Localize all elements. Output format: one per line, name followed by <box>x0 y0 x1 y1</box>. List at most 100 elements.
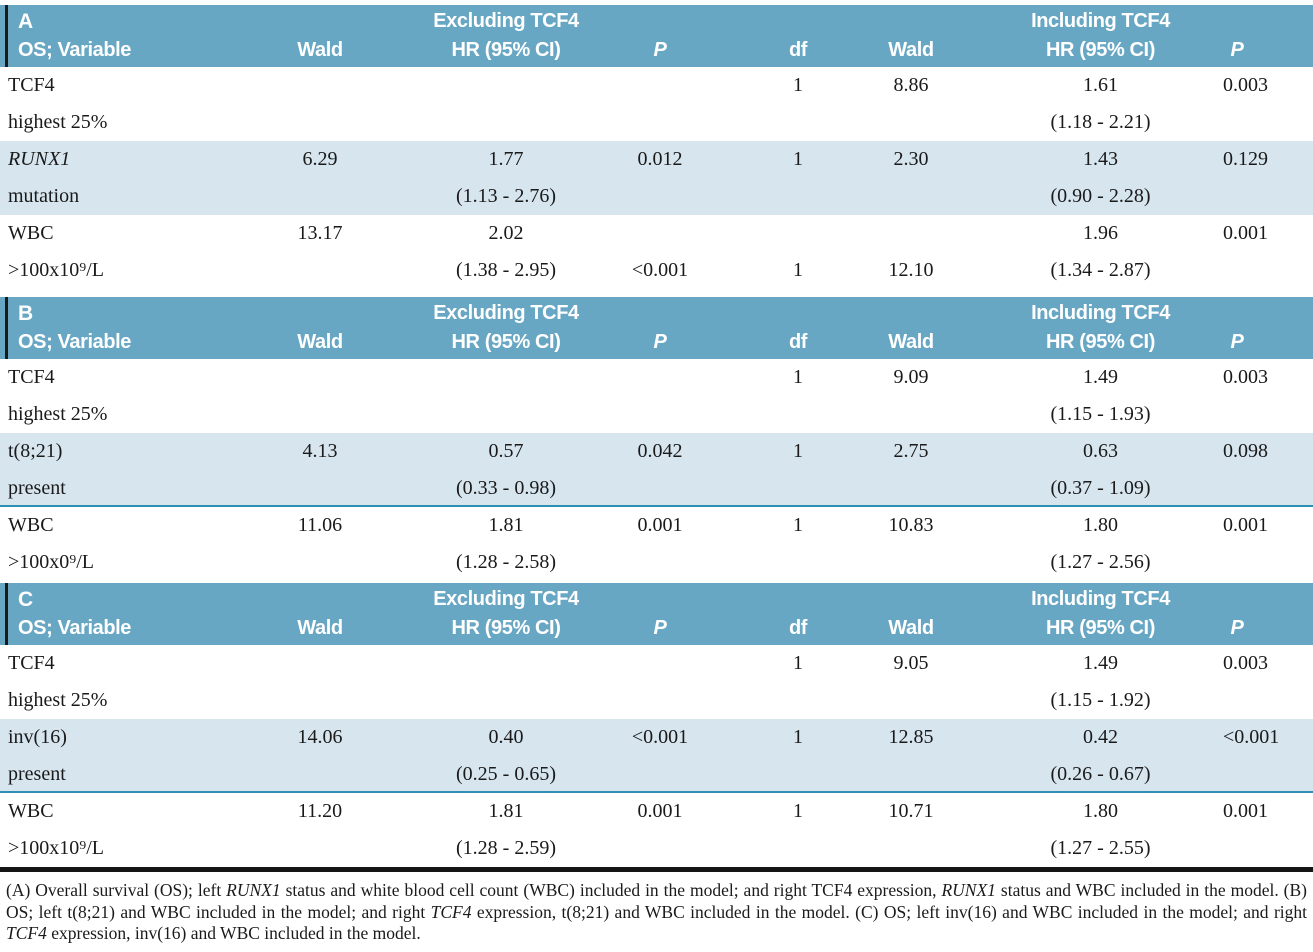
cell-p-including: 0.098 <box>1223 433 1313 507</box>
value-line <box>240 104 400 141</box>
value-line <box>1223 682 1251 719</box>
value-line <box>1223 830 1251 867</box>
column-header-df: df <box>708 7 888 67</box>
cell-hr-including: 1.49 (1.15 - 1.93) <box>978 359 1223 433</box>
value-line <box>708 544 888 581</box>
value-line: 0.001 <box>1223 222 1268 244</box>
panel-label: C <box>18 588 33 611</box>
value-line <box>240 178 400 215</box>
value-line <box>612 544 708 581</box>
cell-wald-excluding: 14.06 <box>240 719 400 793</box>
value-line: (0.37 - 1.09) <box>1050 477 1151 499</box>
cell-df: 1 <box>708 645 888 719</box>
group-header: Excluding TCF4 <box>433 588 579 610</box>
column-header-wald-excluding: Wald <box>240 299 400 359</box>
value-line: 11.20 <box>297 800 343 822</box>
value-line <box>612 359 708 396</box>
table-row: TCF4 highest 25% 1 9.09 1.49 (1.15 - 1.93) 0.0… <box>0 359 1313 433</box>
table-row: TCF4 highest 25% 1 8.86 1.61 (1.18 - 2.21) 0.0… <box>0 67 1313 141</box>
value-line: 9.09 <box>893 366 929 388</box>
value-line: 1.80 <box>1083 514 1118 536</box>
variable-qualifier: present <box>8 477 66 499</box>
value-line <box>888 682 934 719</box>
column-header-label: P <box>1230 617 1244 639</box>
cell-p-including: 0.001 <box>1223 793 1313 867</box>
value-line: 11.06 <box>297 514 343 536</box>
value-line: 6.29 <box>302 148 338 170</box>
value-line <box>708 178 888 215</box>
column-header-variable: A OS; Variable <box>0 7 240 67</box>
value-line <box>612 682 708 719</box>
footnote-segment: expression, t(8;21) and WBC included in … <box>471 901 1307 922</box>
cell-wald-excluding: 6.29 <box>240 141 400 215</box>
value-line: 12.85 <box>888 726 934 748</box>
value-line <box>240 252 400 289</box>
cell-p-excluding: 0.012 <box>612 141 708 215</box>
value-line: 1 <box>793 74 803 96</box>
group-header: Excluding TCF4 <box>433 10 579 32</box>
value-line: 2.30 <box>893 148 929 170</box>
panel-header: A OS; Variable Wald Excluding TCF4 HR (95% C… <box>0 5 1313 67</box>
cell-hr-excluding: 0.57 (0.33 - 0.98) <box>400 433 612 507</box>
value-line <box>240 67 400 104</box>
variable-name: inv(16) <box>8 726 67 748</box>
value-line: 0.63 <box>1083 440 1118 462</box>
column-header-hr-excluding: Excluding TCF4 HR (95% CI) <box>400 299 612 359</box>
footnote-segment: (A) Overall survival (OS); left <box>6 880 227 900</box>
cell-wald-excluding: 4.13 <box>240 433 400 507</box>
cell-wald-excluding <box>240 645 400 719</box>
cell-p-excluding: 0.001 <box>612 793 708 867</box>
value-line: (1.27 - 2.56) <box>1050 551 1151 573</box>
variable-name: TCF4 <box>8 366 55 388</box>
cell-p-including: 0.129 <box>1223 141 1313 215</box>
cell-p-excluding: 0.042 <box>612 433 708 507</box>
group-header <box>708 585 888 614</box>
group-header <box>888 299 934 328</box>
cell-p-including: 0.003 <box>1223 67 1313 141</box>
cell-hr-including: 1.80 (1.27 - 2.56) <box>978 507 1223 581</box>
column-header-hr-excluding: Excluding TCF4 HR (95% CI) <box>400 585 612 645</box>
variable-qualifier: highest 25% <box>8 403 108 425</box>
value-line: (1.15 - 1.93) <box>1050 403 1151 425</box>
cell-variable: TCF4 highest 25% <box>0 67 240 141</box>
cell-variable: TCF4 highest 25% <box>0 645 240 719</box>
value-line: <0.001 <box>631 259 689 281</box>
cell-hr-including: 1.61 (1.18 - 2.21) <box>978 67 1223 141</box>
cell-wald-including: 12.85 <box>888 719 978 793</box>
cell-p-including: <0.001 <box>1223 719 1313 793</box>
variable-qualifier: >100x10⁹/L <box>8 837 105 859</box>
value-line: 2.75 <box>893 440 929 462</box>
cell-wald-excluding <box>240 67 400 141</box>
column-header-wald-excluding: Wald <box>240 7 400 67</box>
cell-wald-excluding: 13.17 <box>240 215 400 289</box>
value-line: 1 <box>793 726 803 748</box>
value-line <box>612 67 708 104</box>
value-line: 1.81 <box>488 800 524 822</box>
column-header-hr-including: Including TCF4 HR (95% CI) <box>978 7 1223 67</box>
cell-variable: TCF4 highest 25% <box>0 359 240 433</box>
value-line: 0.012 <box>637 148 683 170</box>
panel-header: C OS; Variable Wald Excluding TCF4 HR (95% C… <box>0 583 1313 645</box>
group-header <box>612 299 708 328</box>
table-row: WBC >100x10⁹/L 13.17 2.02 (1.38 - 2.95) <0.00… <box>0 215 1313 289</box>
group-header <box>888 585 934 614</box>
value-line: 0.42 <box>1083 726 1118 748</box>
value-line <box>1223 104 1251 141</box>
value-line: 1 <box>793 800 803 822</box>
panel-header: B OS; Variable Wald Excluding TCF4 HR (95% C… <box>0 297 1313 359</box>
value-line: (1.28 - 2.59) <box>456 837 556 859</box>
value-line: (0.33 - 0.98) <box>456 477 556 499</box>
group-header <box>240 299 400 328</box>
cell-df: 1 <box>708 719 888 793</box>
value-line <box>400 104 612 141</box>
variable-qualifier: >100x10⁹/L <box>8 259 105 281</box>
value-line <box>888 104 934 141</box>
value-line: 1 <box>793 148 803 170</box>
cell-p-excluding <box>612 67 708 141</box>
value-line <box>240 682 400 719</box>
value-line: 0.003 <box>1223 74 1268 96</box>
value-line <box>888 215 934 252</box>
column-header-label: OS; Variable <box>18 617 132 639</box>
value-line: 1 <box>793 366 803 388</box>
column-header-variable: C OS; Variable <box>0 585 240 645</box>
